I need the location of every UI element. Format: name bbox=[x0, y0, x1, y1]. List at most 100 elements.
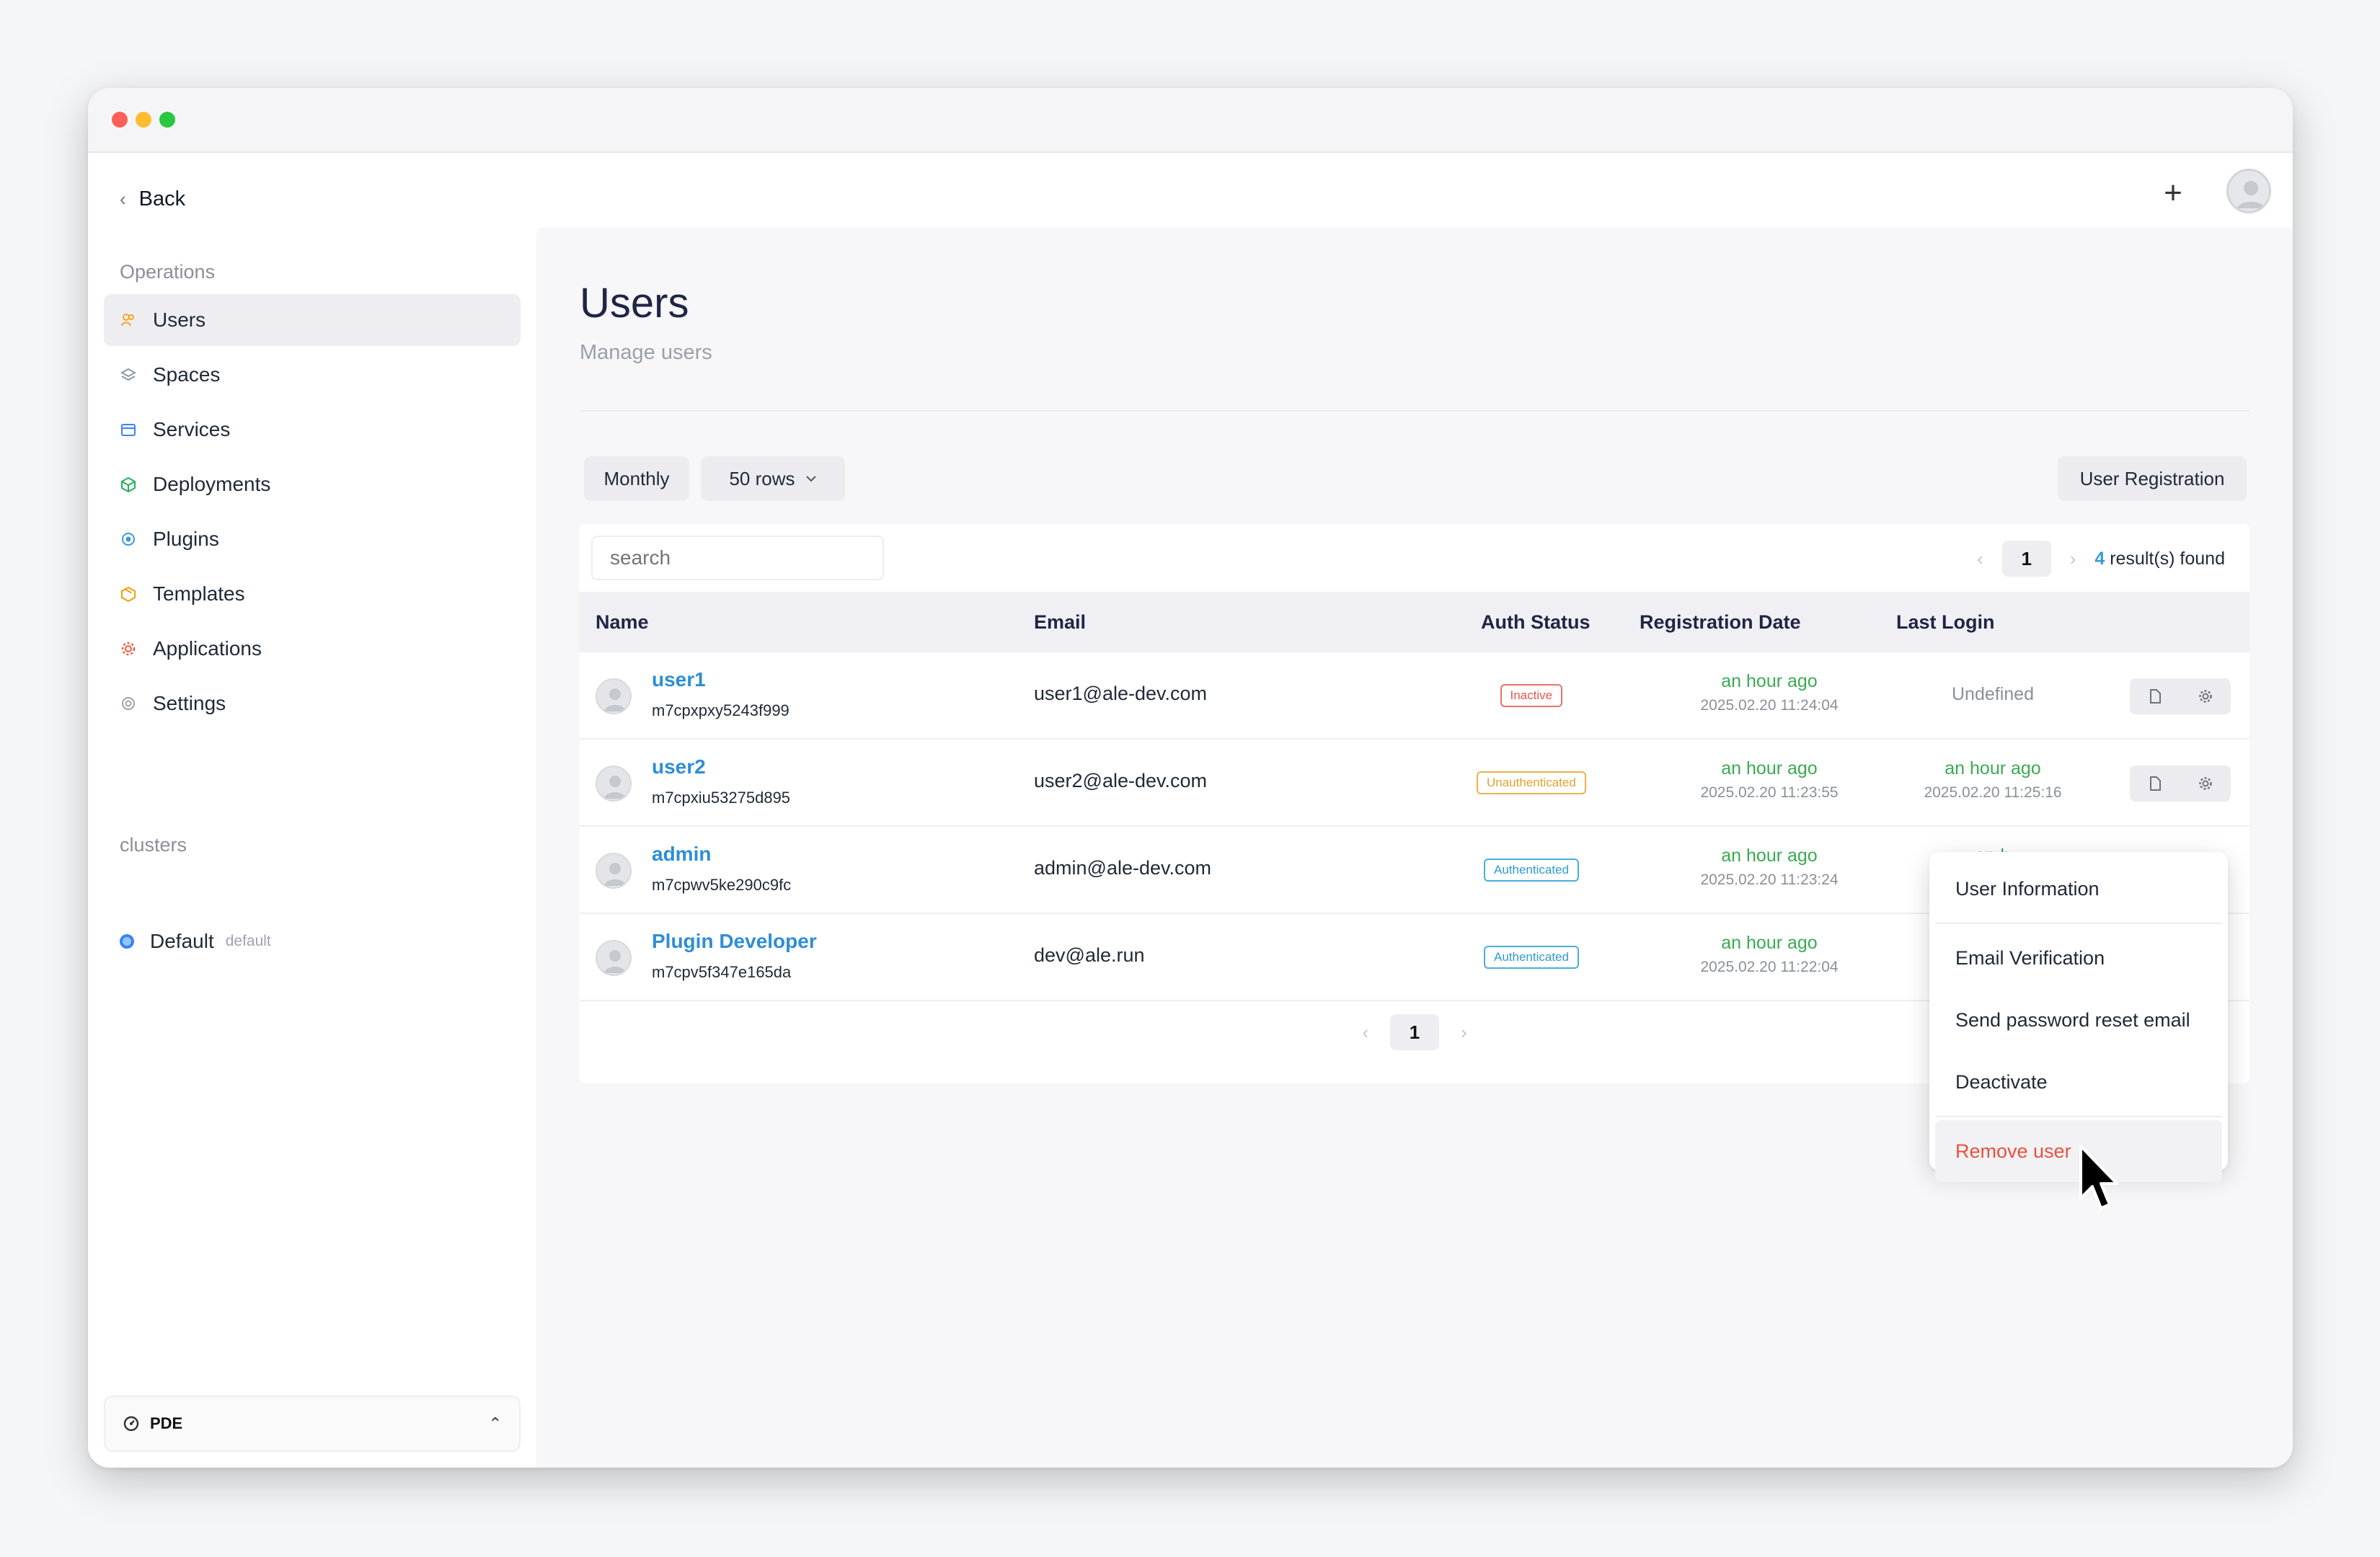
user-name-link[interactable]: user2 bbox=[652, 755, 706, 778]
box-icon bbox=[120, 476, 137, 493]
column-header-registration-date[interactable]: Registration Date bbox=[1640, 611, 1801, 633]
next-page-icon[interactable]: › bbox=[1461, 1021, 1467, 1043]
row-actions bbox=[2130, 766, 2231, 802]
gear-icon[interactable] bbox=[2180, 766, 2231, 802]
cluster-tag: default bbox=[225, 933, 271, 949]
mouse-cursor-icon bbox=[2079, 1145, 2118, 1210]
sidebar-item-applications[interactable]: Applications bbox=[104, 623, 521, 675]
workspace-label: PDE bbox=[150, 1414, 183, 1432]
sidebar-item-label: Spaces bbox=[153, 363, 221, 386]
column-header-name[interactable]: Name bbox=[596, 611, 649, 633]
prev-page-icon[interactable]: ‹ bbox=[1977, 547, 1983, 569]
gear-icon bbox=[120, 640, 137, 657]
user-email: admin@ale-dev.com bbox=[1034, 857, 1212, 879]
avatar bbox=[596, 766, 632, 802]
sidebar-item-deployments[interactable]: Deployments bbox=[104, 458, 521, 510]
sidebar-item-label: Plugins bbox=[153, 528, 219, 550]
user-registration-button[interactable]: User Registration bbox=[2058, 456, 2247, 501]
sidebar-item-templates[interactable]: Templates bbox=[104, 568, 521, 620]
maximize-window-button[interactable] bbox=[159, 112, 175, 128]
rows-label: 50 rows bbox=[729, 467, 795, 489]
last-login-relative: an hour ago bbox=[1945, 758, 2041, 778]
last-login-value: Undefined bbox=[1952, 684, 2034, 704]
avatar bbox=[596, 940, 632, 976]
user-name-link[interactable]: admin bbox=[652, 843, 712, 865]
sidebar-item-label: Applications bbox=[153, 637, 262, 660]
search-input[interactable] bbox=[591, 536, 884, 580]
page-number[interactable]: 1 bbox=[2001, 541, 2051, 577]
last-login-timestamp: 2025.02.20 11:25:16 bbox=[1924, 784, 2062, 801]
registration-relative: an hour ago bbox=[1721, 758, 1818, 778]
sidebar-item-settings[interactable]: Settings bbox=[104, 678, 521, 729]
cluster-status-icon bbox=[120, 934, 134, 949]
column-header-last-login[interactable]: Last Login bbox=[1896, 611, 1995, 633]
period-label: Monthly bbox=[603, 467, 670, 489]
sidebar-item-plugins[interactable]: Plugins bbox=[104, 513, 521, 565]
sidebar-item-users[interactable]: Users bbox=[104, 294, 521, 346]
layers-icon bbox=[120, 366, 137, 383]
sidebar: ‹ Back Operations Users Spaces Services Dep… bbox=[88, 153, 536, 1468]
dashboard-icon bbox=[123, 1416, 139, 1432]
period-select[interactable]: Monthly bbox=[584, 456, 689, 501]
result-text: result(s) found bbox=[2110, 548, 2225, 569]
registration-relative: an hour ago bbox=[1721, 846, 1818, 866]
column-header-auth-status[interactable]: Auth Status bbox=[1481, 611, 1591, 633]
status-badge: Inactive bbox=[1500, 684, 1563, 707]
table-row: user1 m7cpxpxy5243f999 user1@ale-dev.com In… bbox=[580, 652, 2250, 740]
chevron-left-icon: ‹ bbox=[120, 188, 126, 210]
rows-select[interactable]: 50 rows bbox=[701, 456, 845, 501]
sidebar-item-label: Settings bbox=[153, 692, 226, 714]
menu-item-remove-user[interactable]: Remove user bbox=[1935, 1120, 2222, 1182]
sidebar-item-services[interactable]: Services bbox=[104, 404, 521, 456]
user-name-link[interactable]: user1 bbox=[652, 668, 706, 691]
main-content: Users Manage users Monthly 50 rows User … bbox=[536, 227, 2293, 1468]
registration-timestamp: 2025.02.20 11:23:55 bbox=[1700, 784, 1839, 801]
sidebar-item-spaces[interactable]: Spaces bbox=[104, 349, 521, 401]
package-icon bbox=[120, 585, 137, 603]
status-badge: Authenticated bbox=[1484, 946, 1579, 969]
status-badge: Unauthenticated bbox=[1477, 771, 1586, 794]
user-id: m7cpwv5ke290c9fc bbox=[652, 876, 792, 894]
users-table-card: ‹ 1 › 4 result(s) found Name Email Auth … bbox=[580, 524, 2250, 1083]
document-icon[interactable] bbox=[2130, 678, 2180, 714]
back-label: Back bbox=[138, 187, 186, 210]
registration-timestamp: 2025.02.20 11:22:04 bbox=[1700, 959, 1839, 975]
operations-label: Operations bbox=[120, 261, 216, 283]
avatar bbox=[596, 678, 632, 714]
cluster-item-default[interactable]: Default default bbox=[120, 930, 271, 953]
table-row: user2 m7cpxiu53275d895 user2@ale-dev.com Un… bbox=[580, 740, 2250, 827]
menu-item-deactivate[interactable]: Deactivate bbox=[1955, 1070, 2048, 1093]
back-button[interactable]: ‹ Back bbox=[120, 187, 185, 211]
app-window: + ‹ Back Operations Users Spaces Services D… bbox=[88, 88, 2293, 1468]
plus-icon[interactable]: + bbox=[2164, 175, 2182, 210]
window-icon bbox=[120, 421, 137, 438]
sidebar-item-label: Services bbox=[153, 418, 231, 440]
close-window-button[interactable] bbox=[112, 112, 128, 128]
menu-item-user-information[interactable]: User Information bbox=[1955, 877, 2100, 900]
user-name-link[interactable]: Plugin Developer bbox=[652, 930, 817, 952]
page-subtitle: Manage users bbox=[580, 341, 712, 364]
settings-icon bbox=[120, 695, 137, 712]
registration-relative: an hour ago bbox=[1721, 933, 1818, 953]
menu-item-email-verification[interactable]: Email Verification bbox=[1955, 946, 2105, 969]
plugin-icon bbox=[120, 531, 137, 548]
next-page-icon[interactable]: › bbox=[2069, 547, 2076, 569]
users-icon bbox=[120, 311, 137, 329]
gear-icon[interactable] bbox=[2180, 678, 2231, 714]
user-id: m7cpxiu53275d895 bbox=[652, 789, 791, 807]
user-avatar[interactable] bbox=[2226, 169, 2271, 213]
chevron-up-icon: ⌃ bbox=[488, 1414, 502, 1432]
column-header-email[interactable]: Email bbox=[1034, 611, 1087, 633]
workspace-switcher[interactable]: PDE ⌃ bbox=[104, 1396, 521, 1452]
page-number[interactable]: 1 bbox=[1390, 1014, 1439, 1050]
pagination-top: ‹ 1 › 4 result(s) found bbox=[1977, 538, 2225, 579]
user-email: dev@ale.run bbox=[1034, 944, 1145, 966]
sidebar-item-label: Users bbox=[153, 309, 206, 331]
minimize-window-button[interactable] bbox=[136, 112, 151, 128]
sidebar-item-label: Templates bbox=[153, 582, 245, 605]
prev-page-icon[interactable]: ‹ bbox=[1362, 1021, 1368, 1043]
menu-item-send-password-reset[interactable]: Send password reset email bbox=[1955, 1008, 2190, 1031]
user-registration-label: User Registration bbox=[2079, 467, 2225, 489]
document-icon[interactable] bbox=[2130, 766, 2180, 802]
user-id: m7cpxpxy5243f999 bbox=[652, 701, 789, 719]
